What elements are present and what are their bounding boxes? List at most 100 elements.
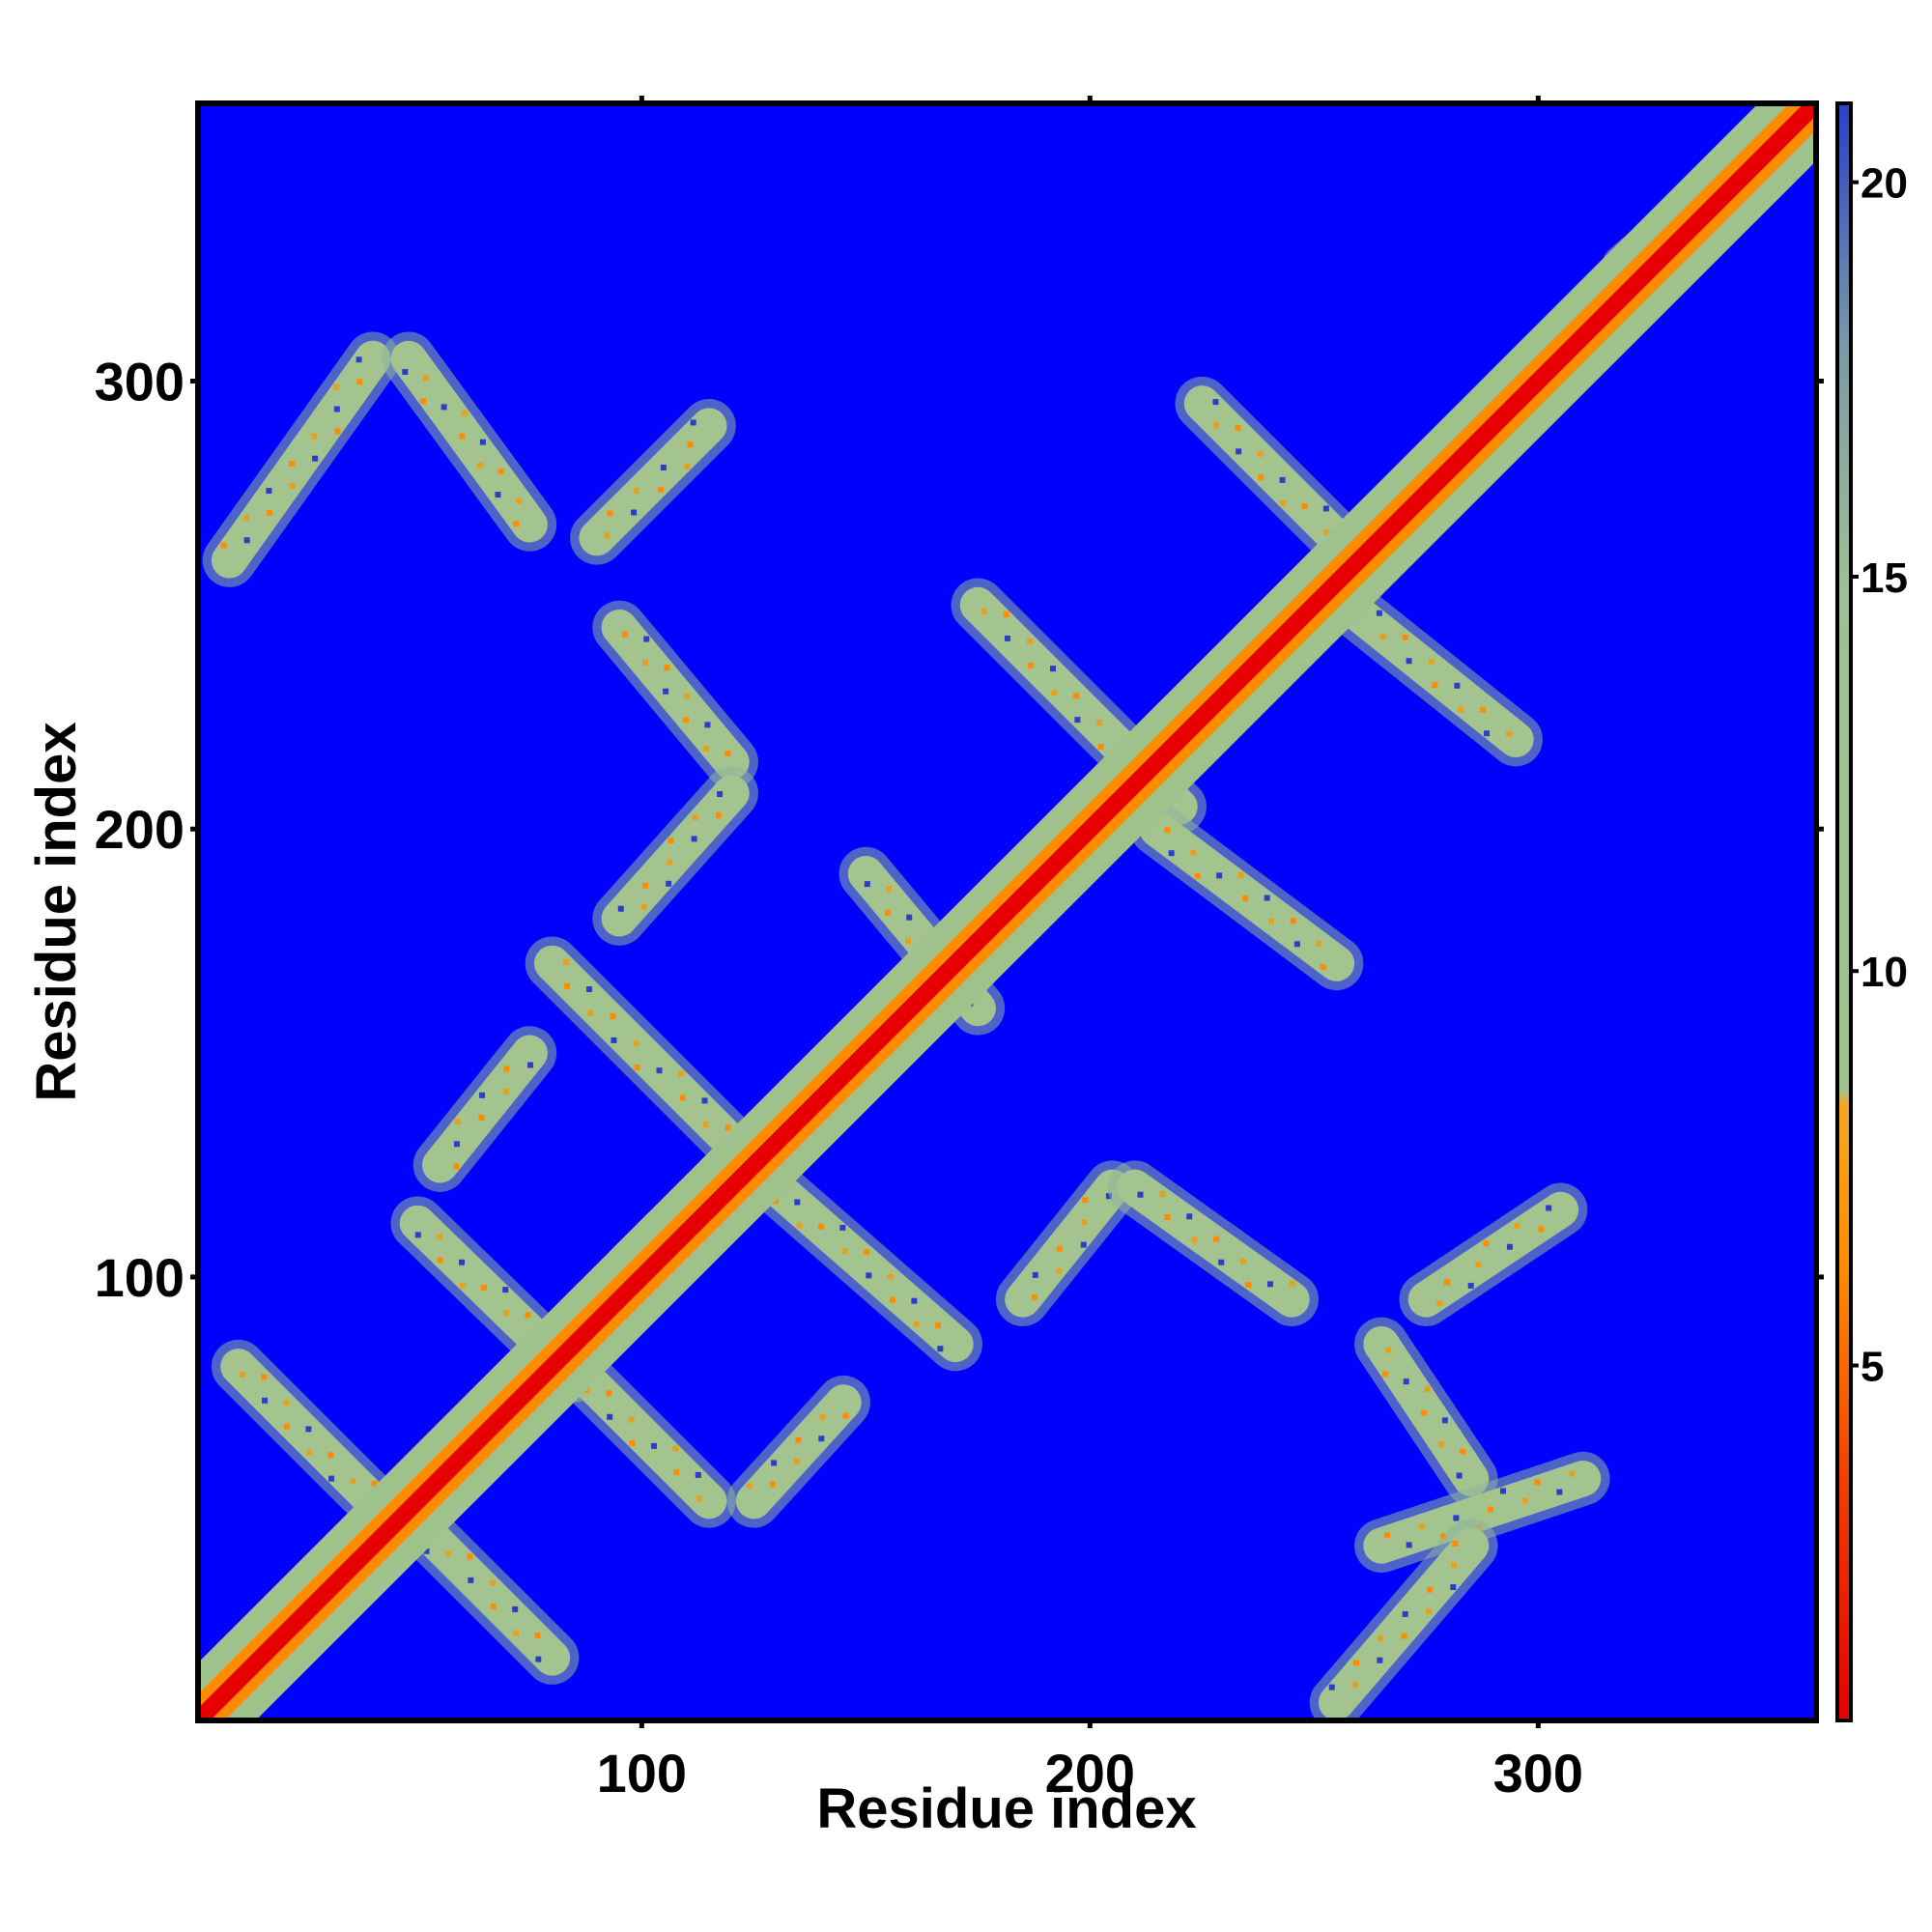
x-axis-label: Residue index [816, 1777, 1196, 1840]
contact-speckle [643, 636, 650, 642]
contact-speckle [1383, 1532, 1390, 1539]
contact-speckle [1028, 662, 1035, 668]
contact-speckle [1379, 634, 1386, 640]
contact-speckle [656, 1067, 663, 1074]
contact-speckle [687, 441, 694, 448]
contact-speckle [795, 1436, 802, 1443]
contact-speckle [527, 1062, 534, 1068]
contact-band-core [533, 945, 772, 1183]
contact-speckle [695, 1471, 701, 1478]
contact-speckle [305, 1426, 312, 1433]
contact-speckle [610, 1013, 616, 1020]
colorbar: 5 10 15 20 [1835, 101, 1908, 1722]
contact-speckle [1057, 1245, 1064, 1252]
contact-speckle [1458, 706, 1464, 713]
contact-band-core [1363, 1461, 1602, 1564]
contact-band [592, 600, 758, 789]
contact-band-core [399, 1505, 571, 1676]
contact-speckle [355, 356, 362, 363]
contact-speckle [1534, 1479, 1541, 1486]
diagonal-core [198, 103, 1816, 1720]
contact-speckle [678, 1070, 685, 1077]
contact-speckle [634, 487, 640, 494]
contact-speckle [980, 608, 987, 614]
contact-speckle [1264, 895, 1270, 901]
contact-speckle [1280, 500, 1287, 507]
contact-speckle [864, 1249, 870, 1256]
contact-speckle [1381, 1371, 1388, 1378]
colorbar-tick-label: 15 [1861, 554, 1908, 602]
contact-speckle [481, 1284, 488, 1291]
contact-speckle [1378, 1635, 1384, 1642]
contact-speckle [1328, 1684, 1335, 1690]
contact-band [592, 766, 758, 946]
contact-speckle [1538, 1226, 1545, 1233]
contact-speckle [715, 812, 722, 819]
contact-speckle [886, 886, 893, 893]
contact-band [1309, 1519, 1498, 1720]
contact-speckle [478, 1115, 485, 1122]
contact-speckle [864, 881, 870, 888]
contact-speckle [631, 509, 638, 516]
contact-speckle [476, 462, 483, 469]
contact-band [1130, 802, 1364, 991]
contact-speckle [1213, 1236, 1220, 1242]
contact-speckle [1081, 1219, 1088, 1226]
contact-speckle [1483, 1240, 1490, 1247]
contact-speckle [607, 510, 613, 517]
contact-speckle [1245, 1282, 1252, 1289]
contact-speckle [611, 1037, 617, 1043]
contact-speckle [453, 1163, 460, 1170]
contact-speckle [629, 1440, 636, 1447]
contact-speckle [668, 838, 674, 844]
contact-speckle [468, 1577, 474, 1583]
contact-speckle [1441, 1417, 1448, 1424]
contact-speckle [1406, 1542, 1412, 1548]
colorbar-tick-label: 10 [1861, 949, 1908, 996]
contact-speckle [1032, 1271, 1038, 1278]
contact-speckle [502, 1287, 509, 1293]
contact-band [995, 1160, 1140, 1326]
contact-speckle [1266, 1281, 1273, 1288]
contact-speckle [1353, 1660, 1360, 1666]
contact-speckle [651, 1442, 658, 1449]
contact-speckle [1475, 1262, 1482, 1268]
contact-speckle [1159, 1190, 1166, 1197]
y-axis-ticks: 100 200 300 [95, 352, 1824, 1308]
contact-speckle [288, 460, 295, 467]
contact-speckle [284, 1423, 291, 1430]
contact-speckle [691, 836, 697, 842]
contact-speckle [444, 1550, 451, 1557]
contact-speckle [1454, 682, 1461, 689]
contact-band [390, 1496, 580, 1685]
x-tick-label: 200 [1045, 1743, 1135, 1804]
contact-speckle [913, 1321, 920, 1327]
contact-speckle [1004, 635, 1010, 641]
contact-speckle [1050, 666, 1057, 672]
contact-speckle [819, 1414, 826, 1421]
contact-speckle [1514, 1222, 1520, 1229]
contact-speckle [904, 938, 911, 945]
contact-speckle [911, 1297, 918, 1304]
contact-speckle [1438, 1441, 1445, 1448]
contact-speckle [513, 1630, 520, 1636]
contact-speckle [1137, 1191, 1144, 1198]
contact-speckle [628, 1416, 635, 1423]
contact-heatmap [198, 103, 1816, 1720]
contact-band [570, 399, 736, 565]
contact-speckle [334, 428, 341, 435]
contact-speckle [562, 958, 569, 965]
colorbar-gradient [1835, 101, 1853, 1722]
contact-speckle [935, 1321, 942, 1328]
contact-speckle [534, 1633, 541, 1639]
contact-speckle [479, 439, 486, 445]
contact-speckle [243, 537, 250, 544]
contact-speckle [724, 1124, 731, 1131]
contact-speckle [841, 1248, 848, 1255]
contact-speckle [1293, 941, 1300, 948]
contact-speckle [328, 1475, 335, 1482]
contact-speckle [746, 1483, 753, 1490]
contact-speckle [640, 903, 647, 910]
contact-speckle [866, 1272, 872, 1279]
